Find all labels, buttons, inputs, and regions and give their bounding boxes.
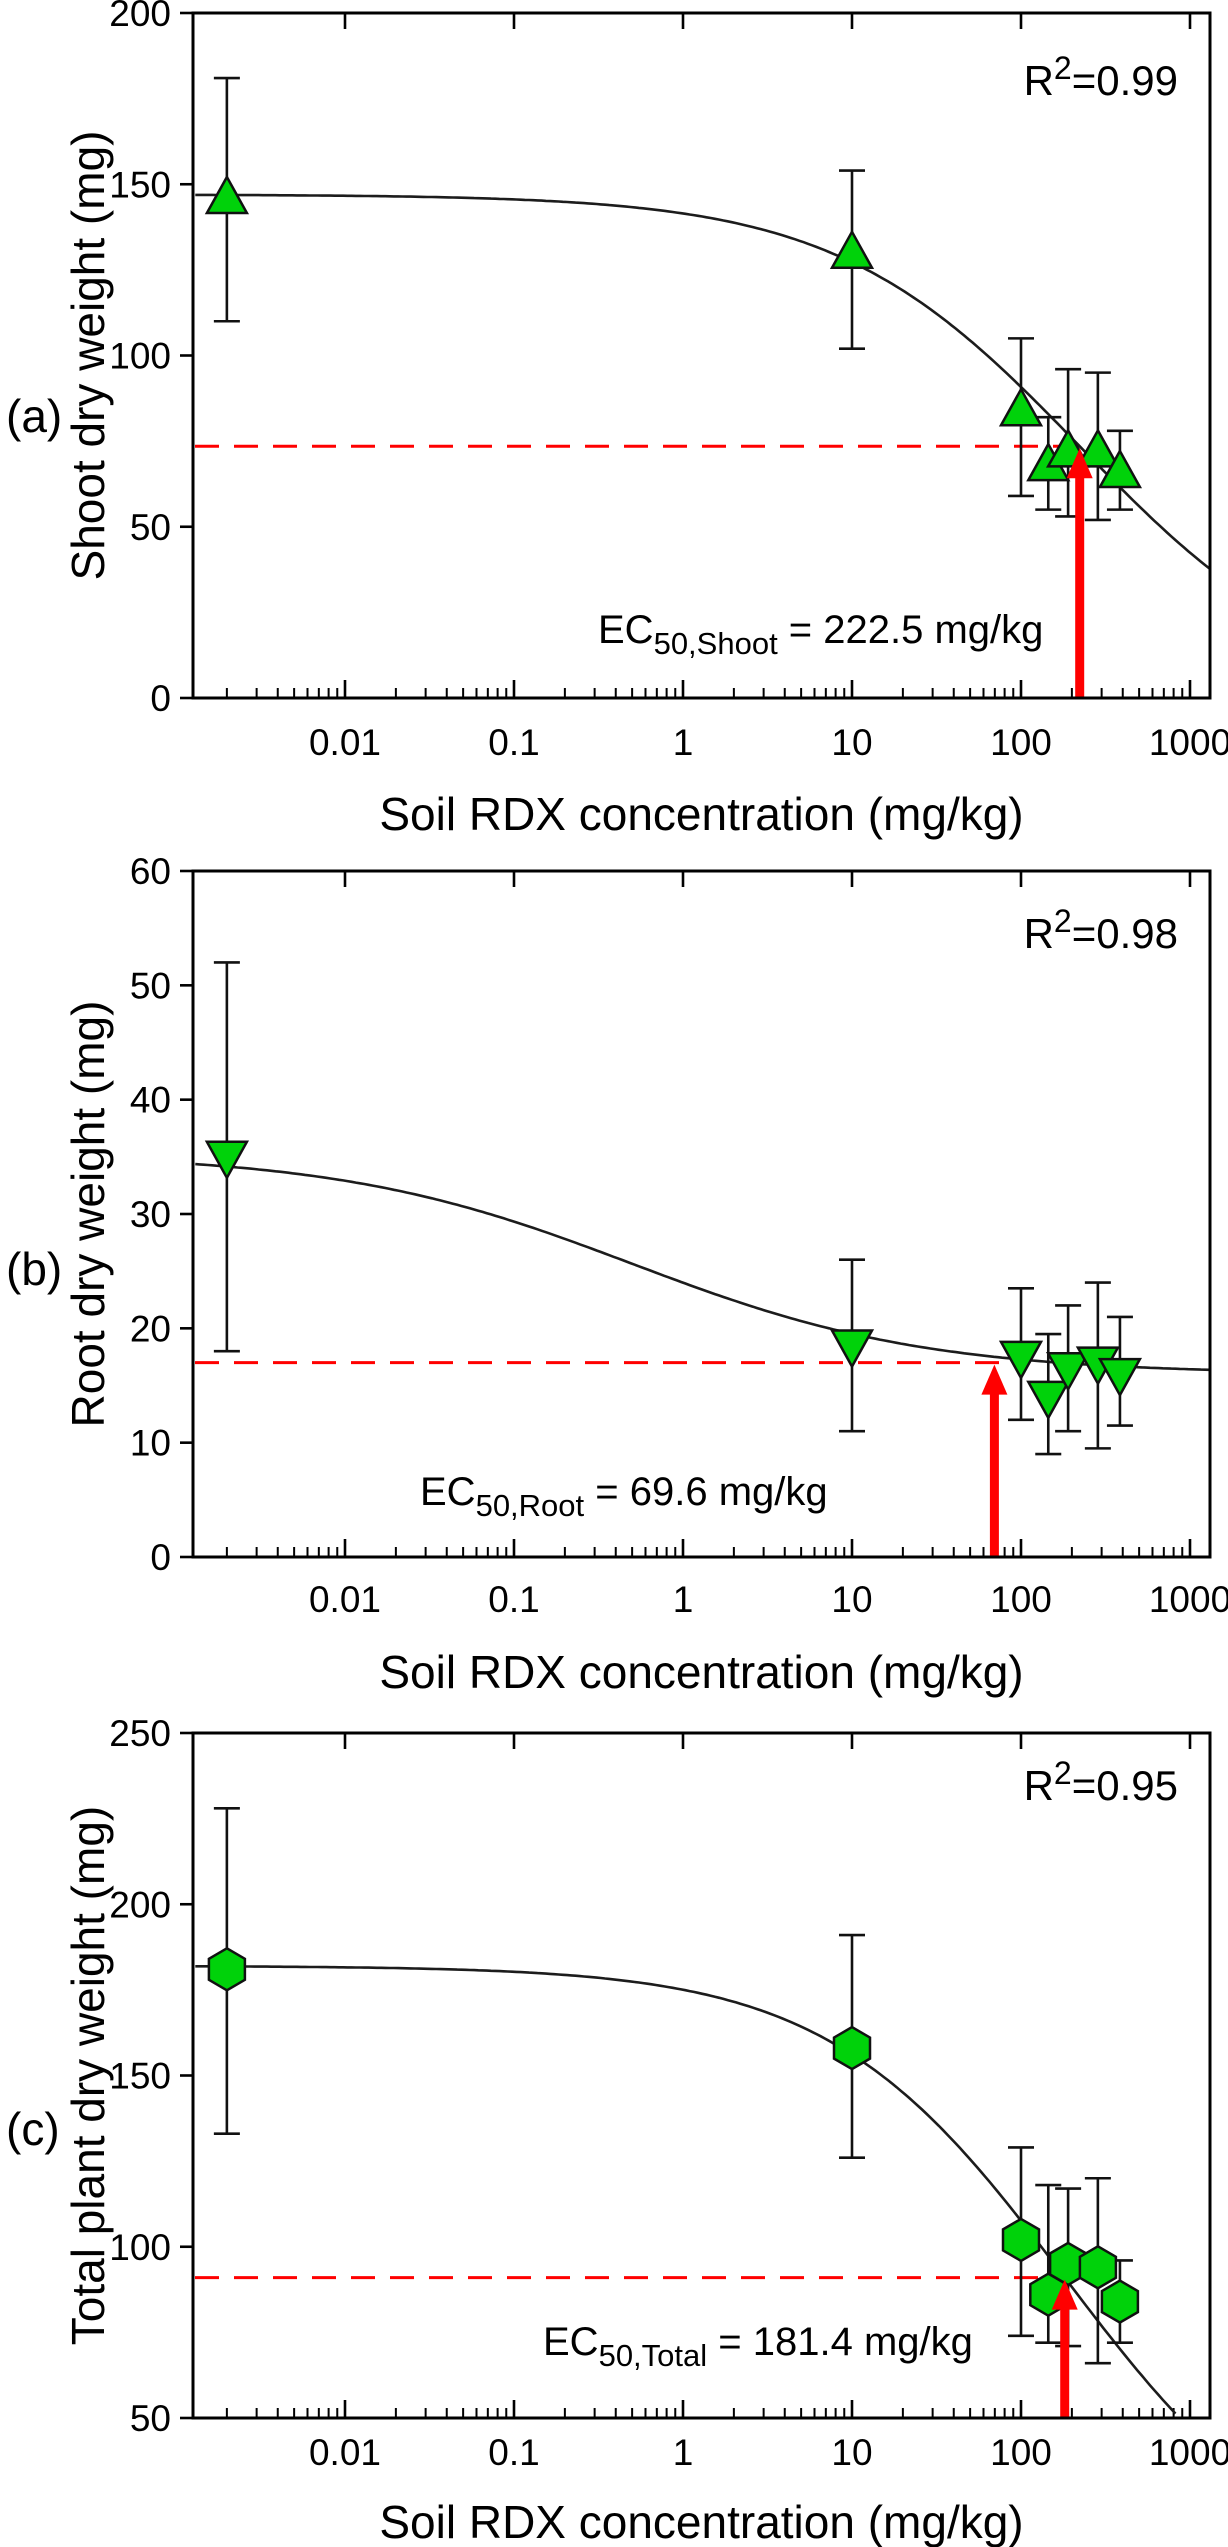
- plot-frame: [191, 11, 1212, 700]
- y-tick-label: 40: [130, 1080, 171, 1121]
- y-tick-label: 30: [130, 1194, 171, 1235]
- x-tick-label: 1000: [1149, 722, 1228, 763]
- x-tick-label: 10: [831, 2432, 872, 2473]
- r-squared-label: R2=0.95: [1024, 1755, 1178, 1809]
- data-point-marker: [1001, 2217, 1041, 2263]
- data-point-marker: [1045, 1352, 1091, 1392]
- y-tick-label: 20: [130, 1308, 171, 1349]
- x-tick-label: 1: [673, 1579, 694, 1620]
- y-axis-title: Root dry weight (mg): [62, 1001, 114, 1428]
- ec50-arrow: [1066, 448, 1093, 697]
- data-point-marker: [1078, 2244, 1118, 2290]
- ec50-arrow: [1051, 2279, 1078, 2417]
- data-point-marker: [204, 174, 250, 215]
- panel-label: (a): [6, 390, 62, 442]
- y-tick-label: 50: [130, 2398, 171, 2439]
- fit-curve: [195, 1965, 1177, 2415]
- r-squared-label: R2=0.99: [1024, 50, 1178, 104]
- y-tick-label: 250: [109, 1713, 171, 1754]
- y-tick-label: 100: [109, 2227, 171, 2268]
- x-tick-label: 10: [831, 722, 872, 763]
- x-axis-title: Soil RDX concentration (mg/kg): [379, 1646, 1023, 1698]
- data-point-marker: [207, 1946, 247, 1992]
- x-axis-title: Soil RDX concentration (mg/kg): [379, 788, 1023, 840]
- data-point-marker: [998, 1340, 1044, 1381]
- x-tick-label: 1000: [1149, 1579, 1228, 1620]
- x-tick-label: 1000: [1149, 2432, 1228, 2473]
- data-point-marker: [1075, 427, 1121, 468]
- x-tick-label: 10: [831, 1579, 872, 1620]
- ec50-arrow: [981, 1364, 1008, 1556]
- x-tick-label: 0.1: [488, 2432, 539, 2473]
- data-point-marker: [829, 1329, 875, 1370]
- data-point-marker: [1100, 2279, 1140, 2325]
- x-tick-label: 0.1: [488, 722, 539, 763]
- x-tick-label: 1: [673, 2432, 694, 2473]
- x-tick-label: 100: [990, 2432, 1052, 2473]
- data-point-marker: [1097, 1357, 1143, 1398]
- ec50-annotation: EC50,Root = 69.6 mg/kg: [420, 1470, 828, 1523]
- plot-frame: [191, 869, 1212, 1559]
- y-tick-label: 100: [109, 336, 171, 377]
- data-point-marker: [829, 229, 875, 270]
- y-axis-title: Shoot dry weight (mg): [62, 131, 114, 581]
- y-tick-label: 50: [130, 965, 171, 1006]
- y-tick-label: 10: [130, 1423, 171, 1464]
- data-point-marker: [998, 386, 1044, 427]
- panel-a: 0.01 0.1 1 10 100 1000 0 50 100 150 200 R2=0.99 EC50…: [6, 0, 1228, 840]
- plot-frame: [191, 1731, 1212, 2420]
- x-tick-label: 1: [673, 722, 694, 763]
- x-tick-label: 0.01: [309, 2432, 381, 2473]
- y-tick-label: 0: [150, 678, 171, 719]
- data-point-marker: [1097, 448, 1143, 489]
- y-tick-label: 60: [130, 851, 171, 892]
- data-point-marker: [832, 2025, 872, 2071]
- panel-label: (b): [6, 1243, 62, 1295]
- panel-label: (c): [6, 2103, 60, 2155]
- x-tick-label: 100: [990, 722, 1052, 763]
- data-point-marker: [204, 1140, 250, 1181]
- panel-b: 0.01 0.1 1 10 100 1000 0 10 20 30 40 50 60 R2=0.98 EC5…: [6, 851, 1228, 1698]
- fit-curve: [195, 1162, 1210, 1372]
- ec50-annotation: EC50,Total = 181.4 mg/kg: [543, 2320, 973, 2373]
- x-tick-label: 0.01: [309, 1579, 381, 1620]
- x-axis-title: Soil RDX concentration (mg/kg): [379, 2496, 1023, 2547]
- y-axis-title: Total plant dry weight (mg): [62, 1806, 114, 2345]
- r-squared-label: R2=0.98: [1024, 903, 1178, 957]
- y-tick-label: 0: [150, 1537, 171, 1578]
- y-tick-label: 50: [130, 507, 171, 548]
- data-point-marker: [1026, 1380, 1071, 1421]
- y-tick-label: 150: [109, 164, 171, 205]
- y-tick-label: 200: [109, 0, 171, 34]
- y-tick-label: 150: [109, 2056, 171, 2097]
- x-tick-label: 0.01: [309, 722, 381, 763]
- x-tick-label: 0.1: [488, 1579, 539, 1620]
- fit-curve: [195, 193, 1211, 570]
- panel-c: 0.01 0.1 1 10 100 1000 50 100 150 200 250 R2=0.95 EC…: [6, 1713, 1228, 2547]
- ec50-annotation: EC50,Shoot = 222.5 mg/kg: [598, 608, 1043, 661]
- x-tick-label: 100: [990, 1579, 1052, 1620]
- y-tick-label: 200: [109, 1884, 171, 1925]
